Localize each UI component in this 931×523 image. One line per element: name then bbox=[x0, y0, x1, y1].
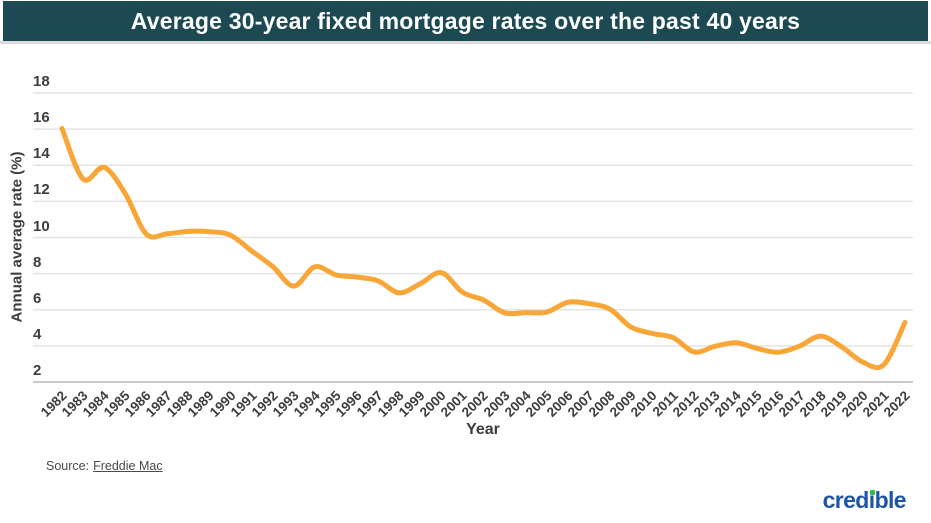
source-link[interactable]: Freddie Mac bbox=[93, 459, 163, 473]
y-tick-label: 4 bbox=[33, 325, 42, 343]
chart-title-banner: Average 30-year fixed mortgage rates ove… bbox=[3, 1, 928, 41]
y-tick-label: 10 bbox=[33, 217, 50, 235]
source-prefix-label: Source: bbox=[46, 459, 90, 473]
header-divider bbox=[0, 41, 931, 44]
chart-title: Average 30-year fixed mortgage rates ove… bbox=[130, 7, 801, 34]
y-tick-label: 14 bbox=[33, 145, 50, 163]
credible-logo: credı ble bbox=[822, 487, 907, 513]
rate-line-series bbox=[59, 125, 908, 371]
source-note: Source: Freddie Mac bbox=[46, 459, 163, 473]
logo-green-dot bbox=[869, 490, 875, 495]
y-tick-label: 12 bbox=[33, 181, 50, 199]
y-tick-label: 2 bbox=[33, 362, 42, 379]
y-tick-label: 16 bbox=[33, 109, 50, 127]
y-tick-label: 6 bbox=[33, 289, 42, 307]
y-tick-label: 18 bbox=[33, 73, 50, 90]
y-axis-title: Annual average rate (%) bbox=[8, 151, 26, 323]
x-axis-title: Year bbox=[466, 421, 500, 438]
y-tick-label: 8 bbox=[33, 253, 42, 271]
